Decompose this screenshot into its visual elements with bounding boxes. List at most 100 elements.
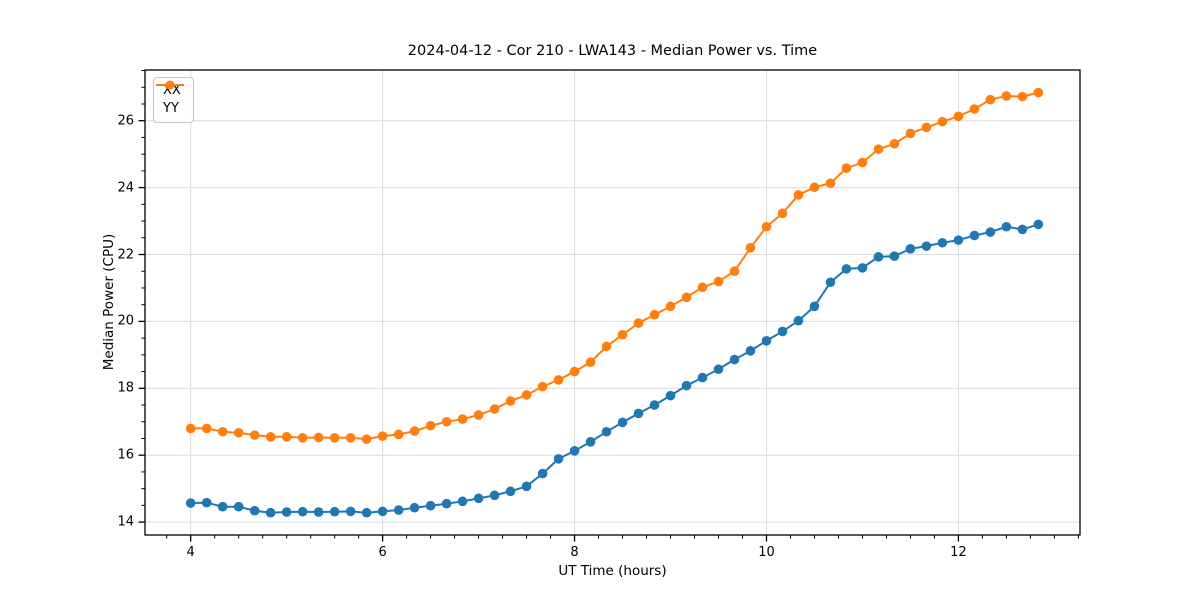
- data-point-xx: [825, 277, 836, 288]
- data-point-xx: [185, 498, 196, 508]
- data-point-xx: [377, 506, 388, 517]
- x-tick-label: 10: [758, 545, 775, 560]
- data-point-xx: [649, 400, 660, 410]
- x-tick-label: 12: [950, 545, 967, 560]
- data-point-yy: [649, 309, 660, 320]
- data-point-yy: [409, 426, 420, 436]
- data-point-yy: [345, 433, 356, 443]
- data-point-xx: [425, 500, 436, 511]
- data-point-xx: [553, 454, 564, 464]
- data-point-yy: [281, 432, 292, 442]
- data-point-xx: [345, 506, 356, 517]
- data-point-xx: [985, 227, 996, 237]
- x-tick-label: 4: [186, 545, 195, 560]
- data-point-yy: [937, 116, 948, 127]
- data-point-xx: [393, 505, 404, 515]
- data-point-xx: [281, 507, 292, 517]
- grid-lines: [145, 70, 1080, 535]
- data-point-yy: [697, 282, 708, 293]
- data-point-xx: [809, 301, 820, 312]
- data-point-yy: [201, 423, 212, 434]
- y-tick-label: 22: [117, 247, 134, 262]
- data-point-xx: [409, 502, 420, 513]
- data-point-yy: [713, 276, 724, 287]
- data-point-yy: [505, 396, 516, 406]
- data-point-yy: [793, 190, 804, 200]
- data-point-xx: [729, 354, 740, 365]
- data-point-xx: [633, 408, 644, 419]
- data-point-yy: [681, 292, 692, 303]
- data-point-yy: [617, 329, 628, 340]
- data-point-yy: [233, 427, 244, 438]
- data-point-xx: [617, 417, 628, 428]
- y-tick-label: 16: [117, 447, 134, 463]
- data-point-xx: [1017, 224, 1028, 235]
- chart-title: 2024-04-12 - Cor 210 - LWA143 - Median P…: [407, 43, 818, 59]
- data-point-yy: [633, 318, 644, 328]
- series-yy-line: [190, 91, 1039, 441]
- data-point-xx: [313, 507, 324, 517]
- series-xx: [190, 223, 1039, 514]
- data-point-yy: [569, 366, 580, 377]
- data-point-yy: [489, 404, 500, 414]
- data-point-xx: [857, 263, 868, 273]
- x-tick-label: 6: [378, 545, 387, 560]
- data-point-xx: [217, 501, 228, 512]
- data-point-xx: [585, 437, 596, 447]
- data-point-xx: [793, 315, 804, 326]
- series-xx-markers: [185, 219, 1044, 518]
- data-point-yy: [1017, 91, 1028, 102]
- data-point-xx: [665, 390, 676, 401]
- data-point-xx: [777, 326, 788, 337]
- data-point-xx: [905, 244, 916, 254]
- legend-entry-yy: YY: [156, 80, 184, 116]
- data-point-xx: [473, 493, 484, 504]
- data-point-xx: [873, 252, 884, 262]
- data-point-xx: [297, 506, 308, 517]
- data-point-yy: [521, 390, 532, 400]
- data-point-xx: [745, 346, 756, 356]
- data-point-yy: [329, 433, 340, 443]
- legend: XX YY: [153, 77, 194, 123]
- data-point-xx: [505, 486, 516, 497]
- data-point-yy: [745, 243, 756, 253]
- data-point-yy: [665, 301, 676, 312]
- data-point-yy: [473, 410, 484, 420]
- data-point-yy: [601, 341, 612, 352]
- y-tick-label: 26: [117, 113, 134, 129]
- data-point-yy: [985, 94, 996, 105]
- data-point-xx: [329, 506, 340, 517]
- data-point-yy: [393, 429, 404, 440]
- data-point-yy: [873, 144, 884, 154]
- data-point-xx: [889, 251, 900, 261]
- data-point-yy: [953, 111, 964, 122]
- x-axis-label: UT Time (hours): [558, 563, 667, 579]
- legend-line-sample-yy: [156, 80, 184, 90]
- data-point-yy: [457, 414, 468, 424]
- data-point-xx: [521, 481, 532, 492]
- data-point-xx: [761, 336, 772, 346]
- x-tick-label: 8: [570, 545, 579, 560]
- data-point-xx: [697, 372, 708, 383]
- data-point-yy: [249, 430, 260, 440]
- data-point-xx: [233, 501, 244, 512]
- data-point-xx: [201, 497, 212, 508]
- data-point-xx: [361, 507, 372, 518]
- data-point-yy: [1001, 91, 1012, 101]
- data-point-xx: [457, 496, 468, 507]
- data-point-xx: [681, 380, 692, 391]
- data-point-yy: [809, 182, 820, 193]
- data-point-yy: [777, 208, 788, 219]
- data-point-xx: [265, 507, 276, 518]
- data-point-yy: [377, 431, 388, 441]
- data-point-yy: [313, 432, 324, 443]
- data-point-yy: [361, 434, 372, 444]
- data-point-yy: [905, 128, 916, 139]
- data-point-yy: [825, 178, 836, 189]
- y-tick-label: 24: [117, 180, 134, 196]
- y-tick-label: 14: [117, 514, 134, 530]
- data-point-yy: [729, 266, 740, 277]
- data-point-xx: [921, 241, 932, 251]
- data-point-yy: [921, 122, 932, 133]
